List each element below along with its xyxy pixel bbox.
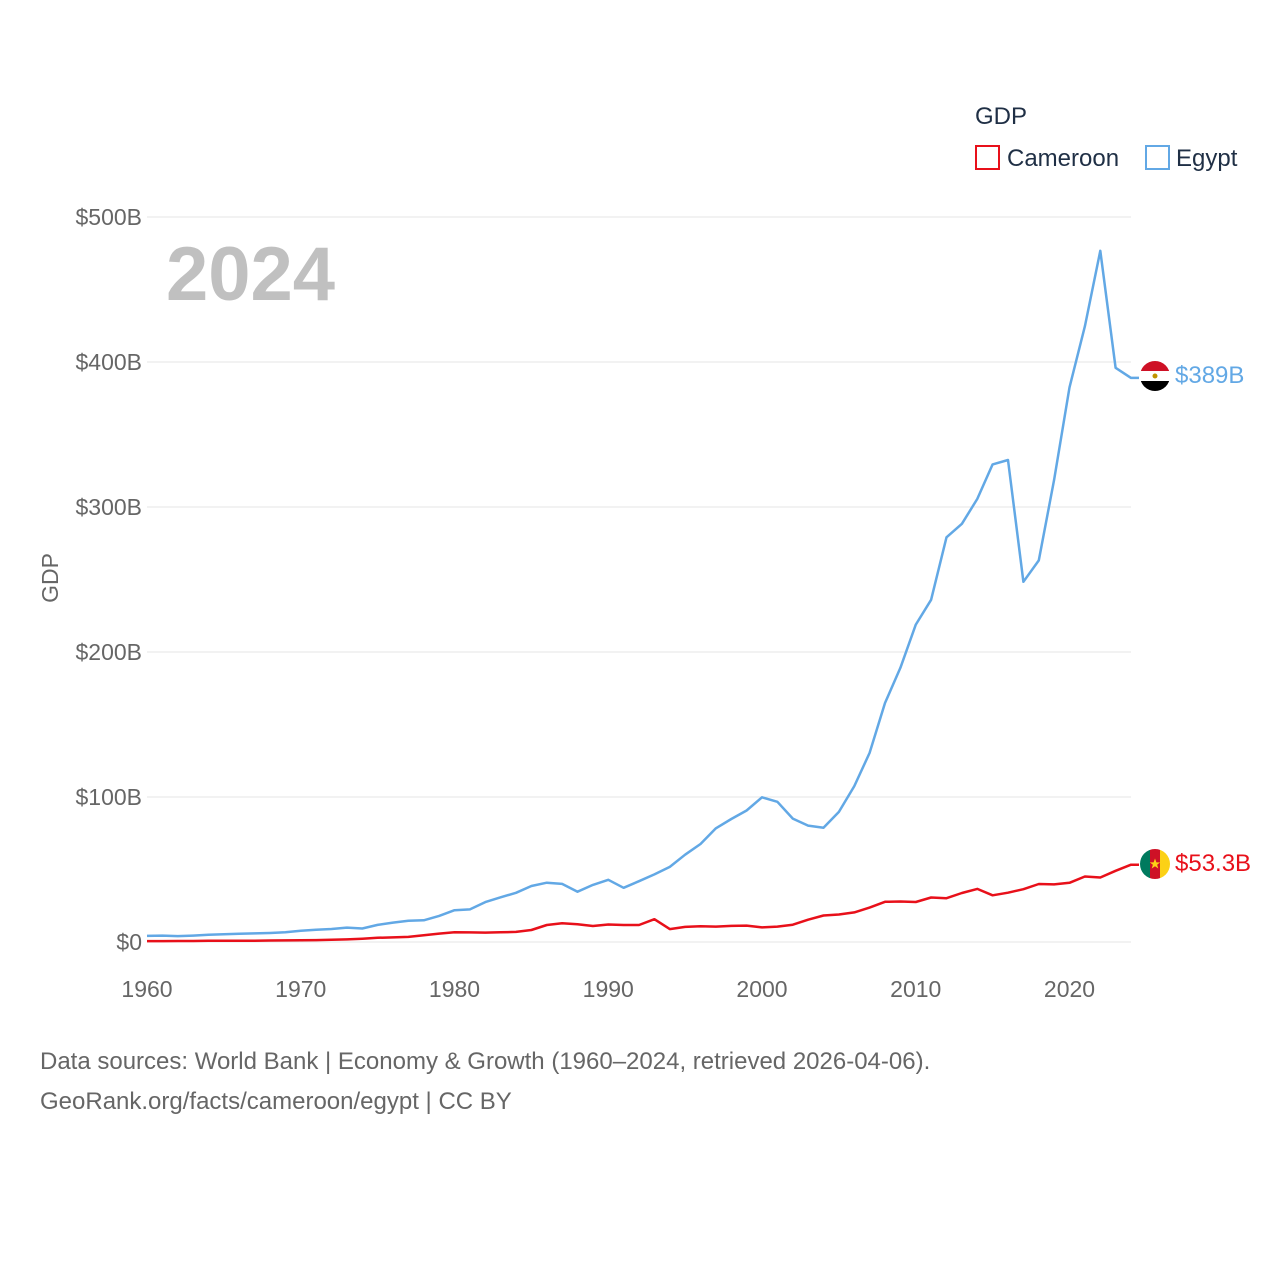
cameroon-flag-icon xyxy=(1140,849,1170,879)
legend: GDP Cameroon Egypt xyxy=(975,103,1238,172)
legend-item-cameroon[interactable]: Cameroon xyxy=(975,145,1119,172)
x-tick-label: 1990 xyxy=(583,976,634,1002)
x-tick-label: 1980 xyxy=(429,976,480,1002)
legend-swatch-cameroon xyxy=(975,145,1000,170)
x-tick-label: 1970 xyxy=(275,976,326,1002)
y-tick-label: $500B xyxy=(75,204,142,230)
y-tick-label: $300B xyxy=(75,494,142,520)
legend-label-egypt: Egypt xyxy=(1176,145,1238,172)
egypt-flag-icon xyxy=(1140,361,1170,391)
attribution-link[interactable]: GeoRank.org/facts/cameroon/egypt | CC BY xyxy=(40,1088,512,1115)
x-tick-label: 2000 xyxy=(736,976,787,1002)
gdp-line-chart: $0 $100B $200B $300B $400B $500B 1960 1970 1980… xyxy=(37,103,1251,1002)
series-line-egypt xyxy=(146,249,1139,938)
y-tick-label: $100B xyxy=(75,784,142,810)
y-tick-label: $200B xyxy=(75,639,142,665)
legend-title: GDP xyxy=(975,103,1027,130)
end-label-cameroon: $53.3B xyxy=(1175,850,1251,877)
data-sources-note: Data sources: World Bank | Economy & Gro… xyxy=(40,1048,931,1075)
x-tick-label: 1960 xyxy=(121,976,172,1002)
y-axis-ticks: $0 $100B $200B $300B $400B $500B xyxy=(75,204,142,955)
series-line-cameroon xyxy=(147,863,1139,943)
x-axis-ticks: 1960 1970 1980 1990 2000 2010 2020 xyxy=(121,976,1095,1002)
legend-item-egypt[interactable]: Egypt xyxy=(1145,145,1238,172)
footer: Data sources: World Bank | Economy & Gro… xyxy=(40,1042,1240,1122)
legend-swatch-egypt xyxy=(1145,145,1170,170)
end-label-egypt: $389B xyxy=(1175,362,1244,389)
y-tick-label: $0 xyxy=(116,929,142,955)
x-tick-label: 2010 xyxy=(890,976,941,1002)
x-tick-label: 2020 xyxy=(1044,976,1095,1002)
legend-label-cameroon: Cameroon xyxy=(1007,145,1119,172)
y-axis-label: GDP xyxy=(37,553,63,603)
gridlines xyxy=(147,216,1131,943)
year-overlay: 2024 xyxy=(166,232,335,317)
y-tick-label: $400B xyxy=(75,349,142,375)
